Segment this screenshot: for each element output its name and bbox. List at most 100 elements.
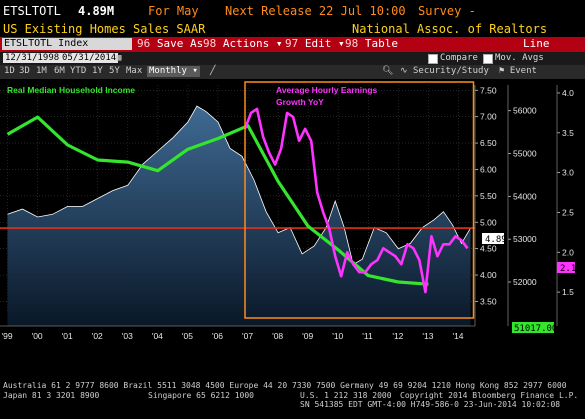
event-button[interactable]: ⚑ Event	[497, 66, 539, 77]
table-label: Table	[364, 37, 398, 50]
save-as-num: 96	[137, 37, 151, 50]
footer: Australia 61 2 9777 8600 Brazil 5511 304…	[0, 380, 585, 419]
x-tick-label: '01	[62, 331, 73, 341]
security-study-button[interactable]: Security/Study	[411, 66, 491, 77]
actions-button[interactable]: 98 Actions ▾	[203, 37, 282, 50]
compare-label: Compare	[440, 53, 478, 63]
mov-avgs-checkbox[interactable]	[483, 54, 493, 64]
flag-icon: ⚑	[499, 66, 505, 76]
income-axis-label: 52000	[513, 277, 537, 287]
frequency-value: Monthly	[149, 66, 187, 76]
menu-bar: ETSLTOTL Index 96 Save As 98 Actions ▾ 9…	[0, 37, 585, 63]
earnings-axis-label: 3.0	[562, 168, 574, 178]
x-tick-label: '08	[272, 331, 283, 341]
footer-line1: Australia 61 2 9777 8600 Brazil 5511 304…	[3, 381, 567, 390]
x-tick-label: '10	[332, 331, 343, 341]
footer-copyright: Copyright 2014 Bloomberg Finance L.P.	[400, 391, 579, 400]
x-tick-label: '14	[452, 331, 463, 341]
start-date-input[interactable]: 12/31/1998	[3, 53, 62, 63]
x-tick-label: '00	[32, 331, 43, 341]
end-date-input[interactable]: 05/31/2014	[60, 53, 119, 63]
x-tick-label: '07	[242, 331, 253, 341]
date-range-bar: 12/31/1998 - 05/31/2014 ▦ Compare Mov. A…	[0, 52, 585, 65]
mov-avgs-label: Mov. Avgs	[495, 53, 544, 63]
save-as-button[interactable]: 96 Save As	[137, 37, 203, 50]
actions-label: Actions	[222, 37, 270, 50]
income-last-tag	[512, 322, 554, 333]
sales-axis-label: 6.00	[480, 164, 497, 174]
chevron-down-icon: ▾	[192, 66, 198, 76]
actions-num: 98	[203, 37, 217, 50]
income-line	[6, 115, 429, 286]
next-release-label: Next Release 22 Jul 10:00	[225, 4, 406, 18]
earnings-label-line1: Average Hourly Earnings	[276, 85, 378, 95]
x-tick-label: '06	[212, 331, 223, 341]
table-button[interactable]: 98 Table	[345, 37, 398, 50]
sales-axis-label: 5.00	[480, 217, 497, 227]
search-icon[interactable]: 🔍︎	[382, 66, 394, 76]
income-axis-label: 53000	[513, 234, 537, 244]
footer-japan: Japan 81 3 3201 8900	[3, 391, 100, 400]
footer-us: U.S. 1 212 318 2000	[300, 391, 392, 400]
security-study-label: Security/Study	[413, 66, 489, 76]
edit-button[interactable]: 97 Edit ▾	[285, 37, 345, 50]
compare-checkbox[interactable]	[428, 54, 438, 64]
x-tick-label: '09	[302, 331, 313, 341]
range-1y[interactable]: 1Y	[92, 66, 103, 76]
security-description: US Existing Homes Sales SAAR	[3, 22, 206, 36]
sales-area	[7, 106, 471, 326]
x-tick-label: '11	[362, 331, 373, 341]
security-description-row: US Existing Homes Sales SAAR National As…	[0, 22, 585, 36]
source-label: National Assoc. of Realtors	[352, 22, 548, 36]
range-5y[interactable]: 5Y	[109, 66, 120, 76]
frequency-select[interactable]: Monthly ▾	[147, 66, 200, 77]
chevron-down-icon: ▾	[338, 37, 345, 50]
edit-num: 97	[285, 37, 299, 50]
edit-label: Edit	[304, 37, 332, 50]
axes: '99 '00 '01 '02 '03 '04 '05 '06 '07 '08 '09 '10 '11 '…	[0, 85, 574, 341]
last-value: 4.89M	[78, 4, 115, 18]
event-label: Event	[509, 66, 537, 76]
income-label: Real Median Household Income	[7, 85, 135, 95]
x-tick-label: '04	[152, 331, 163, 341]
chevron-down-icon: ▾	[275, 37, 283, 50]
date-separator: -	[54, 53, 60, 63]
index-field[interactable]: ETSLTOTL Index	[2, 38, 132, 50]
footer-singapore: Singapore 65 6212 1000	[148, 391, 254, 400]
sales-last-tag	[482, 233, 504, 244]
survey-label: Survey -	[418, 4, 476, 18]
x-tick-label: '12	[392, 331, 403, 341]
income-axis-label: 54000	[513, 191, 537, 201]
save-as-label: Save As	[156, 37, 204, 50]
line-tool-icon[interactable]: ╱	[210, 66, 216, 76]
earnings-label-line2: Growth YoY	[276, 97, 324, 107]
draw-icon[interactable]: ∿	[400, 66, 408, 76]
income-axis-label: 55000	[513, 149, 537, 159]
line-chart[interactable]: Real Median Household Income Average Hou…	[0, 80, 585, 380]
table-num: 98	[345, 37, 359, 50]
sales-axis-label: 3.50	[480, 296, 497, 306]
x-tick-label: '03	[122, 331, 133, 341]
highlight-box	[244, 81, 475, 319]
range-6m[interactable]: 6M	[54, 66, 65, 76]
range-max[interactable]: Max	[126, 66, 143, 76]
footer-line3: SN 541385 EDT GMT-4:00 H749-586-0 23-Jun…	[300, 400, 561, 409]
income-last-value: 51017.00	[514, 324, 557, 334]
earnings-axis-label: 2.0	[562, 247, 574, 257]
calendar-icon[interactable]: ▦	[116, 53, 122, 63]
range-1m[interactable]: 1M	[36, 66, 47, 76]
sales-axis-label: 4.50	[480, 244, 497, 254]
earnings-axis-label: 1.5	[562, 287, 574, 297]
range-1d[interactable]: 1D	[4, 66, 15, 76]
x-tick-label: '02	[92, 331, 103, 341]
sales-last-value: 4.89	[485, 235, 507, 245]
income-axis-label: 56000	[513, 106, 537, 116]
sales-axis-label: 5.50	[480, 191, 497, 201]
earnings-axis-label: 2.5	[562, 207, 574, 217]
range-3d[interactable]: 3D	[19, 66, 30, 76]
ticker-label: ETSLTOTL	[3, 4, 61, 18]
security-header: ETSLTOTL 4.89M For May Next Release 22 J…	[0, 0, 585, 22]
x-tick-label: '05	[182, 331, 193, 341]
sales-axis-label: 7.50	[480, 85, 497, 95]
range-ytd[interactable]: YTD	[70, 66, 87, 76]
